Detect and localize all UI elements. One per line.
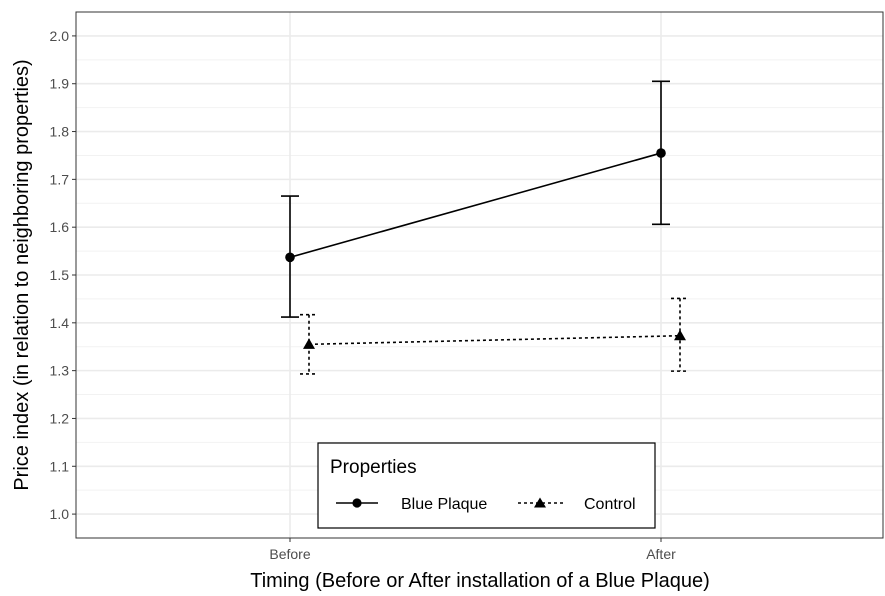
legend: Properties Blue Plaque Control [317, 442, 656, 529]
legend-title: Properties [330, 457, 417, 478]
y-tick-label: 1.2 [50, 410, 70, 426]
grid-minor [76, 59, 883, 491]
y-tick-label: 1.4 [50, 315, 70, 331]
series-layer [281, 80, 689, 375]
x-axis: Before After [269, 538, 676, 562]
y-tick-label: 1.5 [50, 267, 70, 283]
y-tick-label: 1.7 [50, 171, 70, 187]
y-tick-label: 1.8 [50, 124, 70, 140]
y-tick-label: 1.9 [50, 76, 70, 92]
y-tick-label: 1.0 [50, 506, 70, 522]
y-axis-title: Price index (in relation to neighboring … [11, 59, 33, 490]
x-tick-label: After [646, 546, 676, 562]
data-point-control [303, 338, 315, 349]
legend-label-control: Control [584, 496, 636, 513]
legend-key-marker-blue-plaque [352, 498, 362, 508]
series-line-blue-plaque [289, 152, 662, 259]
legend-item-blue-plaque: Blue Plaque [336, 496, 487, 513]
legend-key-marker-control [534, 497, 546, 508]
data-point-control [674, 329, 686, 341]
legend-box [317, 442, 656, 529]
y-tick-label: 2.0 [50, 28, 70, 44]
legend-item-control: Control [518, 496, 636, 513]
data-point-blue-plaque [656, 148, 666, 158]
data-point-blue-plaque [285, 252, 295, 263]
series-line-control [308, 334, 681, 346]
y-tick-label: 1.6 [50, 219, 70, 235]
y-tick-label: 1.3 [50, 363, 70, 379]
x-axis-title: Timing (Before or After installation of … [250, 570, 710, 592]
y-tick-label: 1.1 [50, 458, 70, 474]
legend-label-blue-plaque: Blue Plaque [401, 496, 487, 513]
y-axis: 1.0 1.1 1.2 1.3 1.4 1.5 1.6 1.7 1.8 1.9 2.0 [50, 28, 76, 522]
x-tick-label: Before [269, 546, 310, 562]
